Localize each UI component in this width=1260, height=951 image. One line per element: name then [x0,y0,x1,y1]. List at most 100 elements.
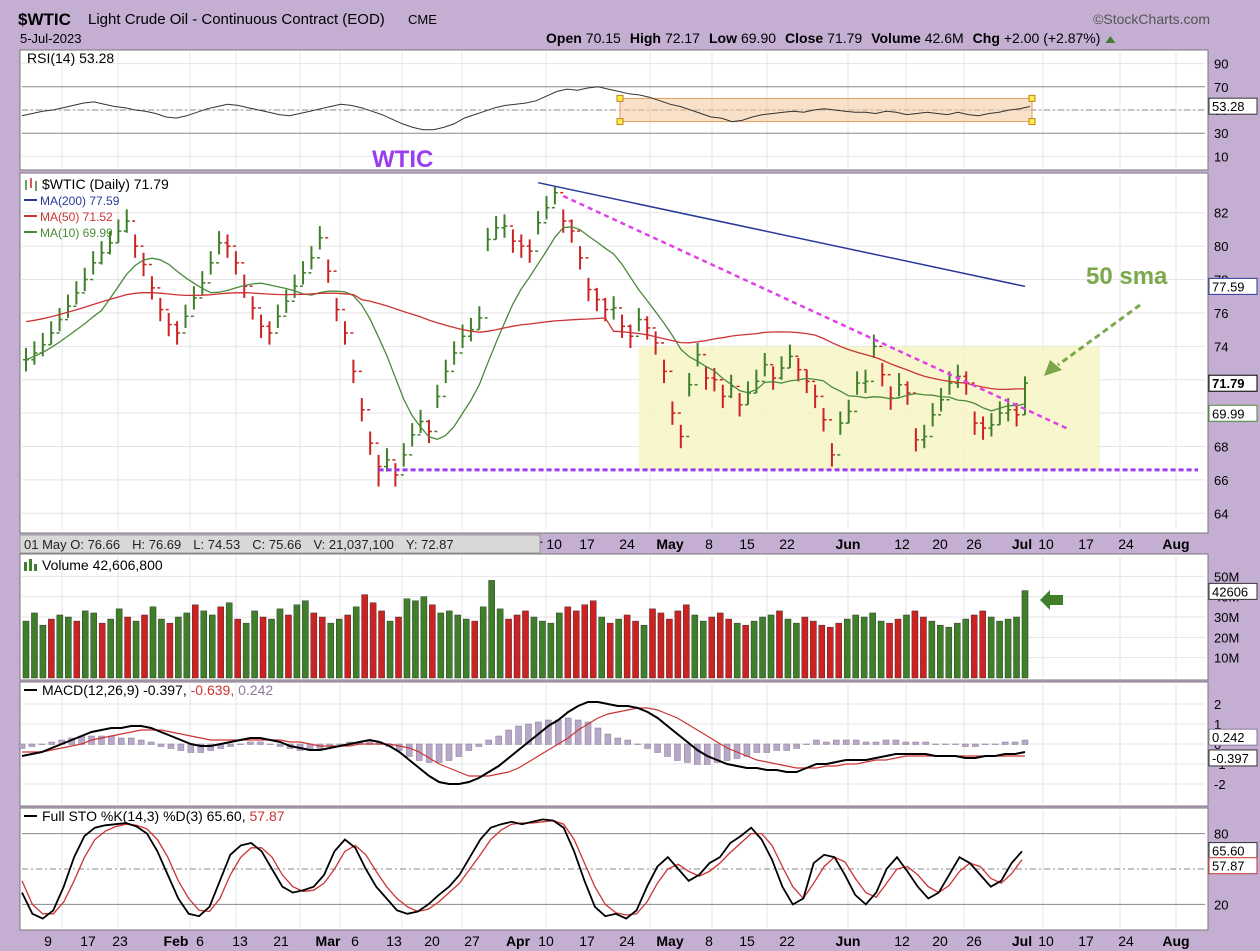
price-bar [585,257,592,302]
price-ma200-badge: 77.59 [1208,277,1258,295]
macd-histogram-bar [108,735,115,745]
macd-histogram-bar [952,743,959,745]
volume-bar [970,614,978,679]
price-bar [795,355,802,382]
price-bar [526,239,533,263]
price-bar [786,344,793,369]
volume-bar [945,626,953,679]
macd-histogram-bar [644,743,651,749]
sma-pointer-arrow-icon [1044,360,1062,376]
volume-bar [987,616,995,679]
volume-bar [496,608,504,679]
volume-bar [564,606,572,679]
volume-value-badge-text: 42606 [1212,584,1248,599]
downtrend-line [562,194,1071,431]
price-bar [736,385,743,417]
bottom-x-label: 24 [1118,933,1134,949]
price-bar [216,231,223,264]
volume-bar [98,622,106,679]
price-bar [644,316,651,340]
macd-histogram-bar [127,737,135,745]
ohlc-label-0: Open [546,30,582,46]
price-bar [761,353,768,383]
ohlc-value-2: 69.90 [741,30,776,46]
volume-bar [725,618,732,679]
bottom-x-label: 13 [386,933,402,949]
volume-bar [369,602,377,679]
volume-bar [657,612,665,679]
macd-histogram-bar [604,733,612,745]
price-bar [434,384,441,433]
crosshair-value-0: 01 May O: 76.66 [24,537,120,552]
macd-histogram-bar [584,721,592,745]
price-bar [467,317,474,342]
volume-bar [225,602,233,679]
price-bar [770,363,777,390]
price-tick-label: 80 [1214,239,1228,254]
bottom-x-label: 13 [232,933,248,949]
macd-histogram-bar [942,743,949,745]
price-bar [560,191,567,233]
macd-histogram-bar [783,743,790,751]
price-bar [551,186,558,209]
price-bar [207,251,214,284]
rsi-tick-label: 70 [1214,80,1228,95]
macd-histogram-bar [962,743,969,747]
price-price-badge-text: 71.79 [1212,376,1245,391]
price-tick-label: 76 [1214,306,1228,321]
price-bar [132,220,139,258]
volume-arrow-icon [1040,590,1063,610]
volume-bar [683,604,690,679]
rsi-value-badge-box [1208,97,1258,115]
exchange: CME [408,12,437,27]
volume-bar [446,610,453,679]
volume-bar [666,618,673,679]
volume-bar [39,624,47,679]
sto-k-badge: 65.60 [1208,842,1258,860]
bottom-x-label: Apr [506,933,531,949]
bottom-x-label: Mar [316,933,341,949]
rsi-box-handle [616,118,624,126]
sto-tick-label: 20 [1214,897,1228,912]
volume-bar [31,612,38,679]
ohlc-summary: Open 70.15 High 72.17 Low 69.90 Close 71.79 Volu… [546,30,1116,46]
price-bar [803,368,810,394]
volume-bar [928,620,936,679]
volume-bar [911,610,919,679]
sto-d-badge-text: 57.87 [1212,859,1245,874]
volume-bar [827,626,834,679]
price-tick-label: 68 [1214,440,1228,455]
volume-bar [319,616,326,679]
macd-label: MACD(12,26,9) -0.397, -0.639, 0.242 [42,682,273,698]
price-ma200-badge-box [1208,277,1258,295]
volume-bar [954,622,961,679]
ohlc-label-3: Close [785,30,823,46]
macd-histogram-bar [515,725,522,745]
price-bar [148,263,155,300]
volume-bar [403,598,411,679]
volume-bar [674,610,682,679]
macd-histogram-bar [98,735,105,745]
macd-histogram-bar [445,743,453,761]
ma50-label: MA(50) 71.52 [40,210,113,224]
ohlc-value-1: 72.17 [665,30,700,46]
volume-tick-label: 10M [1214,651,1239,666]
volume-bar [716,612,724,679]
price-bar [325,237,332,283]
macd-histogram-bar [396,743,403,751]
price-bar [619,307,626,338]
macd-histogram-bar [823,741,830,745]
bottom-x-label: Aug [1162,933,1189,949]
volume-bar [437,612,445,679]
volume-bar [513,614,521,679]
rsi-value-badge: 53.28 [1208,97,1258,115]
price-bar [652,327,659,355]
price-bar [1013,403,1020,427]
bottom-x-label: 27 [464,933,480,949]
price-bar [677,412,684,449]
rsi-box-handle [1028,94,1036,102]
bottom-x-label: 15 [739,933,755,949]
volume-bar [649,608,656,679]
volume-bar [793,622,800,679]
